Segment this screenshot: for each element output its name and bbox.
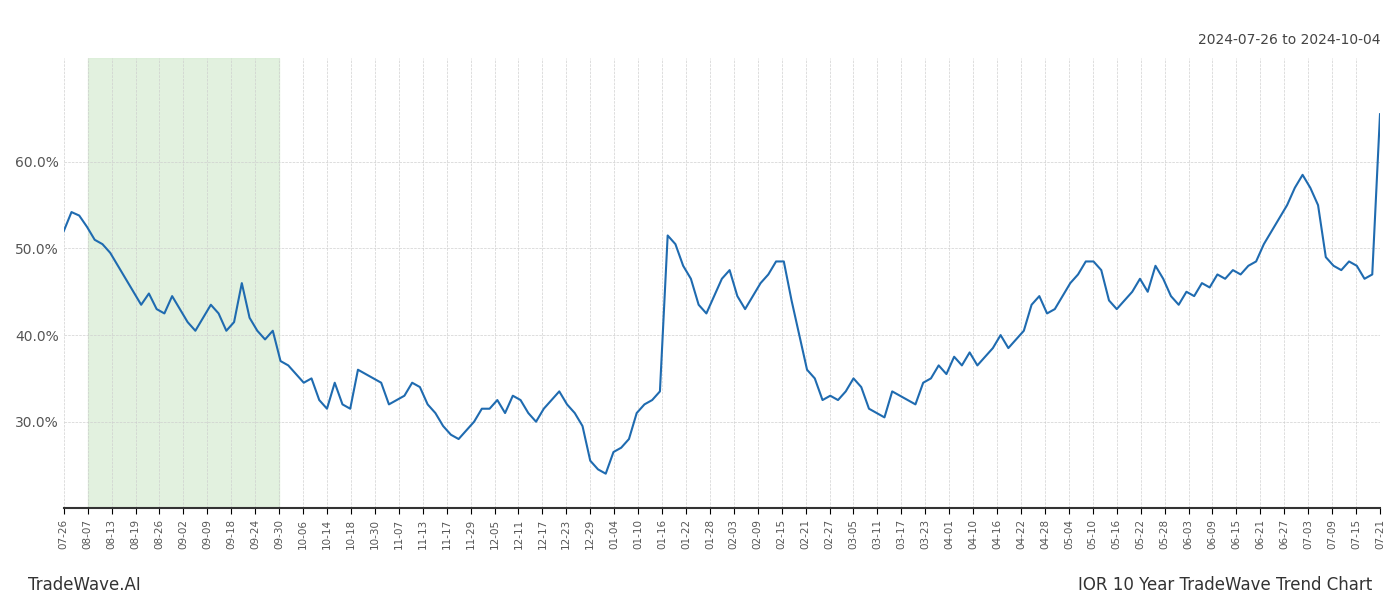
Text: 2024-07-26 to 2024-10-04: 2024-07-26 to 2024-10-04 [1197,33,1380,47]
Text: IOR 10 Year TradeWave Trend Chart: IOR 10 Year TradeWave Trend Chart [1078,576,1372,594]
Text: TradeWave.AI: TradeWave.AI [28,576,141,594]
Bar [88,58,279,508]
